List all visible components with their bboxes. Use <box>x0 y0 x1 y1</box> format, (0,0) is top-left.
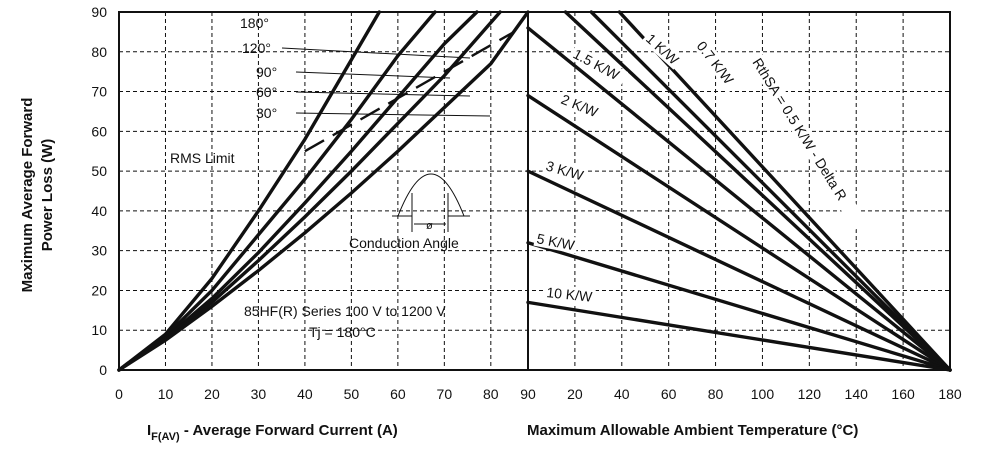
left-x-tick-label: 20 <box>204 386 220 402</box>
left-x-tick-label: 40 <box>297 386 313 402</box>
line-label-background <box>533 229 579 254</box>
left-x-tick-label: 80 <box>483 386 499 402</box>
conduction-angle-series-label: 30° <box>256 105 277 121</box>
y-tick-label: 40 <box>91 203 107 219</box>
rms-limit-line <box>304 30 515 153</box>
left-x-tick-label: 30 <box>251 386 267 402</box>
conduction-angle-series-label: 120° <box>242 40 271 56</box>
series-leader-line <box>295 71 451 79</box>
y-tick-label: 30 <box>91 243 107 259</box>
line-label-background <box>748 53 868 231</box>
tj-annotation: Tj = 180°C <box>309 324 376 340</box>
left-x-tick-label: 60 <box>390 386 406 402</box>
line-label-background <box>641 29 685 70</box>
thermal-resistance-label: 1.5 K/W <box>571 46 623 84</box>
y-axis-title-line1: Maximum Average Forward <box>19 98 36 293</box>
left-x-tick-label: 10 <box>158 386 174 402</box>
right-x-tick-label: 120 <box>798 386 822 402</box>
right-x-tick-label: 40 <box>614 386 630 402</box>
line-label-background <box>557 90 603 122</box>
conduction-angle-series-label: 90° <box>256 64 277 80</box>
series-leader-line <box>281 47 471 59</box>
y-tick-label: 0 <box>99 362 107 378</box>
tick-labels: 0 10 20 30 40 50 60 70 80 90 0 10 20 30 40 50 60 70 80 90 20… <box>91 4 961 402</box>
thermal-resistance-label: 3 K/W <box>544 158 586 184</box>
right-x-tick-label: 100 <box>751 386 775 402</box>
thermal-resistance-line <box>526 93 952 372</box>
thermal-resistance-label: RthSA = 0.5 K/W - Delta R <box>749 55 850 203</box>
thermal-resistance-label: 10 K/W <box>546 284 594 305</box>
y-axis-title-line2: Power Loss (W) <box>39 139 56 252</box>
line-label-background <box>692 36 742 93</box>
x-title-main: I <box>147 422 151 439</box>
curve-layer <box>117 10 952 372</box>
y-tick-label: 50 <box>91 163 107 179</box>
left-x-tick-label: 70 <box>437 386 453 402</box>
right-x-tick-label: 90 <box>520 386 536 402</box>
thermal-resistance-label: 2 K/W <box>559 91 601 120</box>
half-sine-outline <box>397 173 465 217</box>
conduction-curve <box>117 10 530 372</box>
left-x-tick-label: 0 <box>115 386 123 402</box>
x-title-subscript: F(AV) <box>151 431 180 443</box>
rms-limit-label: RMS Limit <box>170 150 235 166</box>
right-plot-frame <box>527 11 951 371</box>
right-x-tick-label: 20 <box>567 386 583 402</box>
y-tick-label: 10 <box>91 322 107 338</box>
thermal-resistance-line <box>526 169 952 372</box>
thermal-resistance-line <box>589 10 952 372</box>
y-tick-label: 20 <box>91 282 107 298</box>
conduction-curve <box>117 10 502 372</box>
series-leader-line <box>295 91 471 97</box>
thermal-resistance-line <box>526 300 952 372</box>
y-tick-label: 80 <box>91 44 107 60</box>
conduction-angle-label: Conduction Angle <box>349 235 459 251</box>
thermal-resistance-line <box>563 10 952 372</box>
y-tick-label: 70 <box>91 84 107 100</box>
thermal-resistance-line <box>526 26 952 372</box>
conduction-angle-series-label: 60° <box>256 84 277 100</box>
right-x-tick-label: 180 <box>938 386 962 402</box>
right-x-tick-label: 160 <box>891 386 915 402</box>
series-leader-line <box>295 112 491 117</box>
line-label-background <box>568 44 629 87</box>
y-tick-label: 90 <box>91 4 107 20</box>
left-x-axis-title: IF(AV) - Average Forward Current (A) <box>147 422 398 443</box>
x-title-rest: - Average Forward Current (A) <box>180 422 398 439</box>
right-x-tick-label: 140 <box>845 386 869 402</box>
thermal-resistance-line <box>617 10 952 372</box>
left-x-tick-label: 50 <box>344 386 360 402</box>
right-x-tick-label: 60 <box>661 386 677 402</box>
line-label-background <box>543 283 596 306</box>
y-tick-label: 60 <box>91 123 107 139</box>
thermal-resistance-line <box>526 241 952 372</box>
thermal-resistance-label: 5 K/W <box>535 230 576 253</box>
conduction-angle-glyph: ø <box>392 173 470 232</box>
plot-frames <box>118 11 951 371</box>
y-axis-title: Maximum Average Forward Power Loss (W) <box>19 98 56 293</box>
right-x-axis-title: Maximum Allowable Ambient Temperature (°… <box>527 422 858 439</box>
right-x-tick-label: 80 <box>708 386 724 402</box>
series-annotation: 85HF(R) Series 100 V to 1200 V <box>244 303 446 319</box>
conduction-curve <box>117 10 437 372</box>
phi-symbol: ø <box>426 220 433 232</box>
conduction-angle-series-label: 180° <box>240 15 269 31</box>
line-label-background <box>542 156 588 185</box>
thermal-resistance-label: 0.7 K/W <box>694 38 738 88</box>
